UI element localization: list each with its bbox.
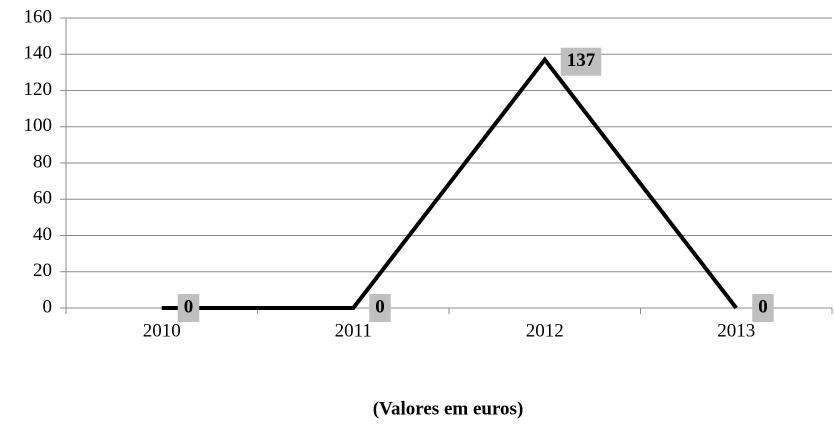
data-label: 0 bbox=[758, 296, 768, 317]
y-tick-label: 0 bbox=[43, 296, 53, 317]
x-tick-label: 2011 bbox=[335, 320, 372, 341]
data-label: 0 bbox=[375, 296, 385, 317]
x-tick-label: 2010 bbox=[143, 320, 181, 341]
x-tick-label: 2013 bbox=[717, 320, 755, 341]
y-tick-label: 100 bbox=[24, 115, 53, 136]
y-tick-label: 40 bbox=[33, 224, 52, 245]
data-label: 0 bbox=[184, 296, 194, 317]
data-label: 137 bbox=[567, 50, 596, 71]
x-tick-label: 2012 bbox=[526, 320, 564, 341]
y-tick-label: 160 bbox=[24, 6, 53, 27]
y-tick-label: 120 bbox=[24, 79, 53, 100]
data-label-box bbox=[177, 294, 200, 322]
y-tick-label: 140 bbox=[24, 43, 53, 64]
data-label-box bbox=[369, 294, 391, 322]
x-axis-title: (Valores em euros) bbox=[373, 398, 524, 419]
data-label-box bbox=[560, 47, 602, 76]
y-tick-label: 20 bbox=[33, 260, 52, 281]
y-tick-label: 80 bbox=[33, 151, 52, 172]
y-tick-label: 60 bbox=[33, 188, 52, 209]
data-label-box bbox=[752, 294, 774, 322]
line bbox=[161, 56, 738, 310]
